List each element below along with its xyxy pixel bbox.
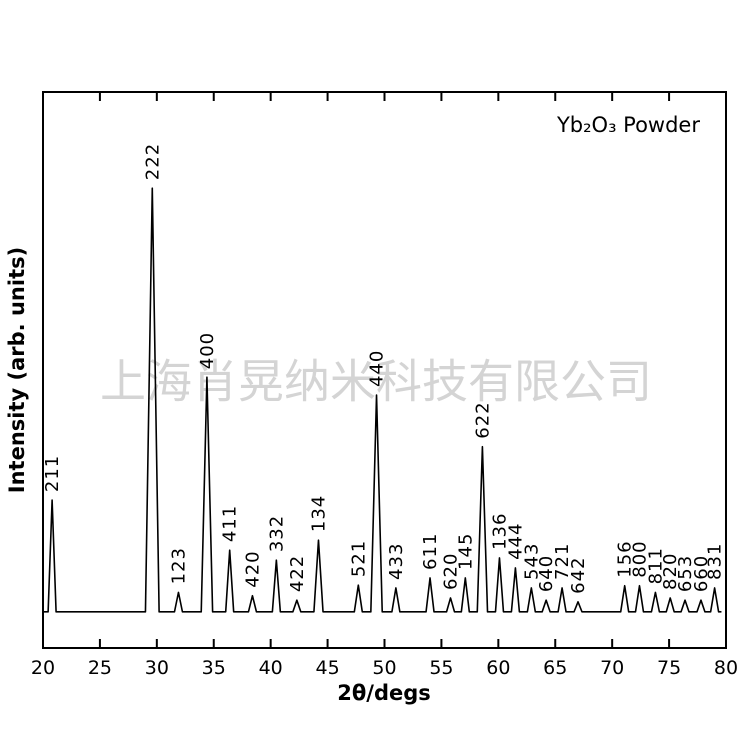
x-tick-label: 55: [429, 657, 453, 679]
peak-label: 145: [455, 533, 476, 570]
x-tick-label: 50: [372, 657, 396, 679]
peak-label: 653: [675, 555, 696, 592]
peak-label: 400: [197, 332, 218, 369]
x-tick-label: 60: [486, 657, 510, 679]
peak-label: 660: [691, 555, 712, 592]
peak-label: 620: [441, 553, 462, 590]
x-tick-label: 65: [543, 657, 567, 679]
peak-label: 611: [420, 533, 441, 570]
x-tick-label: 40: [259, 657, 283, 679]
x-tick-label: 20: [31, 657, 55, 679]
x-tick-label: 75: [657, 657, 681, 679]
peak-label: 156: [615, 540, 636, 577]
spectrum-line: [43, 187, 722, 613]
peak-label: 433: [386, 543, 407, 580]
peak-label: 136: [489, 513, 510, 550]
peak-label: 211: [42, 455, 63, 492]
chart-title: Yb₂O₃ Powder: [556, 113, 700, 137]
x-tick-label: 45: [315, 657, 339, 679]
peak-label: 800: [629, 540, 650, 577]
peak-label: 422: [287, 555, 308, 592]
peak-label: 811: [645, 547, 666, 584]
peak-label: 640: [536, 555, 557, 592]
peak-label: 134: [308, 495, 329, 532]
x-tick-label: 30: [145, 657, 169, 679]
x-tick-label: 80: [714, 657, 738, 679]
peak-label: 831: [705, 543, 726, 580]
peak-label: 521: [348, 540, 369, 577]
y-axis-label: Intensity (arb. units): [5, 247, 29, 493]
peak-label: 123: [168, 547, 189, 584]
peak-label: 642: [568, 556, 589, 593]
peak-label: 444: [505, 523, 526, 560]
peak-label: 411: [220, 505, 241, 542]
peak-label: 622: [472, 401, 493, 438]
peak-label: 543: [521, 543, 542, 580]
peak-label: 721: [552, 543, 573, 580]
peak-label: 222: [142, 143, 163, 180]
x-tick-label: 70: [600, 657, 624, 679]
peak-label: 420: [242, 550, 263, 587]
peak-label: 332: [266, 515, 287, 552]
peak-label: 820: [660, 553, 681, 590]
x-tick-label: 25: [88, 657, 112, 679]
x-axis-label: 2θ/degs: [337, 681, 431, 705]
x-tick-label: 35: [202, 657, 226, 679]
peak-label: 440: [367, 350, 388, 387]
